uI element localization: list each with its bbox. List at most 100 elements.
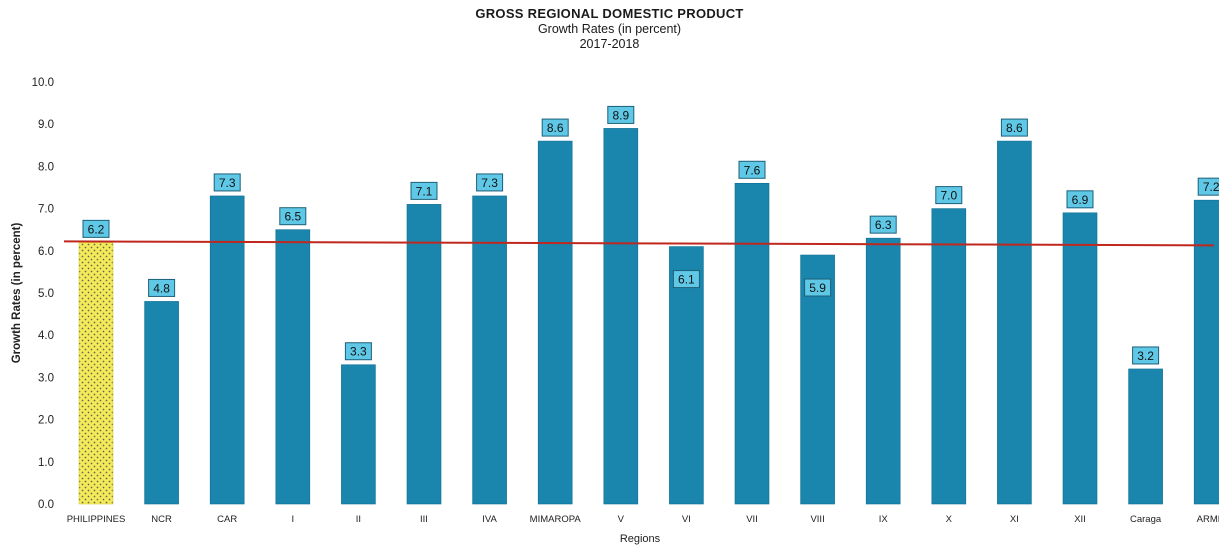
data-label-text: 3.3 [350, 345, 367, 359]
bar [931, 208, 967, 505]
data-label-box [279, 207, 307, 226]
data-label-text: 3.2 [1137, 349, 1154, 363]
x-axis: PHILIPPINES NCR CAR I II III IVA MIMAROPA V VI VII… [67, 514, 1219, 525]
data-label-text: 6.5 [284, 210, 301, 224]
x-tick-label: VI [682, 514, 691, 525]
data-label-box [1000, 118, 1028, 137]
data-label-text: 7.3 [219, 176, 236, 190]
data-label-text: 8.6 [1006, 121, 1023, 135]
x-tick-label: CAR [217, 514, 237, 525]
x-tick-label: II [356, 514, 361, 525]
reference-line-group [63, 240, 1215, 247]
data-label-box [672, 270, 700, 289]
data-label-text: 8.6 [547, 121, 564, 135]
chart-title: GROSS REGIONAL DOMESTIC PRODUCT [475, 6, 744, 21]
bar [603, 128, 639, 505]
data-label-text: 7.3 [481, 176, 498, 190]
x-tick-label: MIMAROPA [530, 514, 582, 525]
data-label-text: 7.1 [416, 184, 433, 198]
bar [406, 204, 442, 505]
data-label-box [804, 278, 832, 297]
data-label: 7.3 [213, 173, 241, 192]
data-label-box [82, 219, 110, 238]
x-tick-label: VIII [810, 514, 824, 525]
data-label: 4.8 [148, 278, 176, 297]
bar [734, 182, 770, 505]
bar [472, 195, 507, 505]
data-label-box [213, 173, 241, 192]
data-label-text: 6.3 [875, 218, 892, 232]
data-label-box [476, 173, 504, 192]
x-tick-label: NCR [151, 514, 172, 525]
data-label: 8.6 [1000, 118, 1028, 137]
data-label-box [148, 278, 176, 297]
data-label-text: 5.9 [809, 281, 826, 295]
data-label: 7.1 [410, 181, 438, 200]
data-label-box [738, 160, 766, 179]
bar [209, 195, 245, 505]
bars [78, 128, 1219, 505]
x-tick-label: I [291, 514, 294, 525]
y-tick-label: 3.0 [38, 372, 54, 384]
x-tick-label: XII [1074, 514, 1086, 525]
y-tick-label: 4.0 [38, 330, 54, 342]
data-label: 7.6 [738, 160, 766, 179]
bar [669, 246, 704, 505]
data-label: 6.5 [279, 207, 307, 226]
y-tick-label: 1.0 [38, 457, 54, 469]
y-tick-label: 7.0 [38, 204, 54, 216]
data-label: 6.1 [672, 270, 700, 289]
bar [865, 237, 901, 505]
data-label-box [541, 118, 569, 137]
chart-period: 2017-2018 [579, 37, 640, 51]
data-label: 6.2 [82, 219, 110, 238]
y-tick-label: 8.0 [38, 161, 54, 173]
bar [341, 364, 376, 505]
data-label-text: 7.6 [744, 163, 761, 177]
y-tick-label: 9.0 [38, 119, 54, 131]
x-tick-label: IVA [482, 514, 497, 525]
x-tick-label: VII [746, 514, 758, 525]
bar [1193, 199, 1219, 505]
x-tick-label: Caraga [1130, 514, 1162, 525]
data-label: 7.3 [476, 173, 504, 192]
data-label-box [410, 181, 438, 200]
x-tick-label: X [946, 514, 953, 525]
data-label: 6.3 [869, 215, 897, 234]
data-label-text: 7.2 [1203, 180, 1219, 194]
data-label-box [869, 215, 897, 234]
x-tick-label: XI [1010, 514, 1019, 525]
data-label-box [1066, 190, 1094, 209]
data-label: 5.9 [804, 278, 832, 297]
reference-line [63, 240, 1215, 247]
data-label-box [344, 342, 372, 361]
data-label: 6.9 [1066, 190, 1094, 209]
x-tick-label: PHILIPPINES [67, 514, 126, 525]
data-label-text: 6.1 [678, 273, 695, 287]
chart-titles: GROSS REGIONAL DOMESTIC PRODUCT Growth R… [0, 6, 1219, 52]
y-axis: 0.0 1.0 2.0 3.0 4.0 5.0 6.0 7.0 8.0 9.0 10.0 [32, 77, 54, 511]
y-tick-label: 0.0 [38, 499, 54, 511]
y-axis-label: Growth Rates (in percent) [11, 223, 23, 364]
data-label-box [1197, 177, 1219, 196]
data-labels: 6.2 4.8 7.3 6.5 3.3 7.1 7.3 8.6 8.9 6.1 7.6 5.9 6.3 7… [82, 105, 1219, 365]
data-label: 7.2 [1197, 177, 1219, 196]
bar [1128, 368, 1163, 505]
data-label: 3.2 [1132, 346, 1160, 365]
bar [78, 242, 114, 505]
data-label-text: 6.2 [88, 222, 105, 236]
y-tick-label: 6.0 [38, 246, 54, 258]
data-label-box [1132, 346, 1160, 365]
data-label: 3.3 [344, 342, 372, 361]
data-label-text: 7.0 [940, 189, 957, 203]
x-axis-label: Regions [620, 533, 661, 545]
data-label-box [935, 186, 963, 205]
chart-subtitle: Growth Rates (in percent) [537, 22, 682, 36]
x-tick-label: ARMM [1197, 514, 1219, 525]
x-tick-label: IX [879, 514, 889, 525]
data-label-text: 4.8 [153, 281, 170, 295]
data-label: 7.0 [935, 186, 963, 205]
x-tick-label: III [420, 514, 428, 525]
y-tick-label: 2.0 [38, 415, 54, 427]
